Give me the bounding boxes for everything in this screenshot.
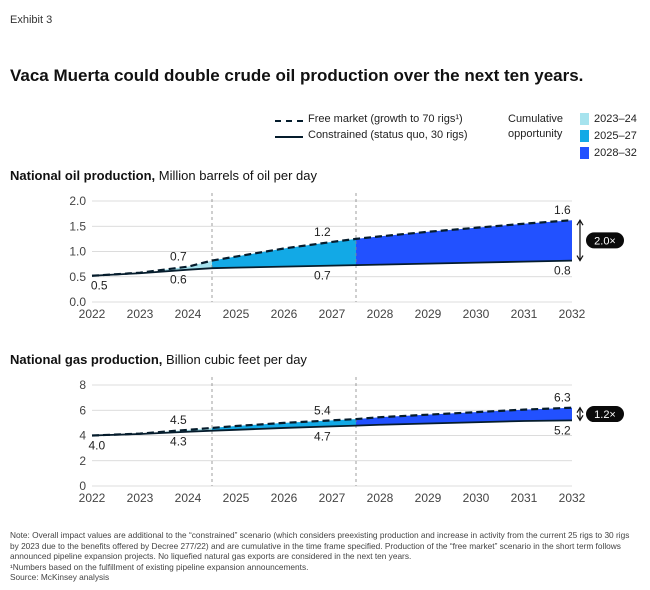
x-tick-label: 2025	[223, 491, 250, 505]
exhibit-label: Exhibit 3	[10, 14, 53, 26]
y-tick-label: 2.0	[69, 194, 86, 208]
area-2025-27	[212, 238, 356, 269]
data-label: 4.7	[314, 429, 331, 443]
multiplier-label: 2.0×	[594, 235, 616, 247]
legend-swatch-2025-27	[580, 130, 589, 142]
legend-period-2028-32: 2028–32	[594, 147, 637, 159]
x-tick-label: 2030	[463, 491, 490, 505]
x-tick-label: 2032	[559, 307, 586, 321]
y-tick-label: 2	[79, 454, 86, 468]
data-label: 4.3	[170, 435, 187, 449]
data-label: 5.2	[554, 423, 571, 437]
legend-free-market: Free market (growth to 70 rigs¹)	[308, 113, 463, 125]
y-tick-label: 1.5	[69, 219, 86, 233]
x-tick-label: 2030	[463, 307, 490, 321]
x-tick-label: 2031	[511, 491, 538, 505]
x-tick-label: 2031	[511, 307, 538, 321]
y-tick-label: 0	[79, 479, 86, 493]
gas-chart-title-bold: National gas production,	[10, 352, 163, 367]
multiplier-label: 1.2×	[594, 409, 616, 421]
data-label: 0.7	[314, 269, 331, 283]
multiplier-arrowhead-top	[576, 406, 584, 414]
constrained-line	[91, 259, 573, 277]
area-2028-32	[356, 407, 572, 426]
legend-solid-line	[275, 136, 303, 138]
data-label: 5.4	[314, 403, 331, 417]
gas-chart-title: National gas production, Billion cubic f…	[10, 352, 307, 367]
multiplier-arrowhead-bottom	[576, 415, 584, 422]
x-tick-label: 2025	[223, 307, 250, 321]
legend-swatch-2028-32	[580, 147, 589, 159]
y-tick-label: 0.5	[69, 270, 86, 284]
x-tick-label: 2022	[79, 307, 106, 321]
legend-swatch-2023-24	[580, 113, 589, 125]
x-tick-label: 2023	[127, 307, 154, 321]
x-tick-label: 2028	[367, 307, 394, 321]
x-tick-label: 2032	[559, 491, 586, 505]
x-tick-label: 2029	[415, 491, 442, 505]
y-tick-label: 8	[79, 378, 86, 392]
x-tick-label: 2029	[415, 307, 442, 321]
footnote-1: ¹Numbers based on the fulfillment of exi…	[10, 561, 309, 572]
data-label: 6.3	[554, 391, 571, 405]
footnotes: Note: Overall impact values are addition…	[10, 530, 640, 583]
area-2025-27	[212, 419, 356, 431]
data-label: 1.6	[554, 203, 571, 217]
y-tick-label: 6	[79, 403, 86, 417]
legend-period-2025-27: 2025–27	[594, 130, 637, 142]
data-label: 0.6	[170, 273, 187, 287]
x-tick-label: 2027	[319, 491, 346, 505]
data-label: 0.8	[554, 264, 571, 278]
free-market-line	[91, 219, 573, 277]
y-tick-label: 0.0	[69, 295, 86, 309]
oil-production-chart: 0.0 0.5 1.0 1.5 2.0 2022 2023 2024 2025 2026 2027 2…	[69, 193, 624, 321]
data-label: 4.5	[170, 413, 187, 427]
x-tick-label: 2027	[319, 307, 346, 321]
legend-constrained: Constrained (status quo, 30 rigs)	[308, 129, 468, 141]
constrained-line	[91, 419, 573, 437]
legend-cumulative-line2: opportunity	[508, 128, 563, 140]
area-2028-32	[356, 220, 572, 266]
x-tick-label: 2024	[175, 491, 202, 505]
oil-chart-title-rest: Million barrels of oil per day	[155, 168, 318, 183]
x-tick-label: 2023	[127, 491, 154, 505]
chart-title: Vaca Muerta could double crude oil produ…	[10, 66, 584, 85]
data-label: 4.0	[88, 439, 105, 453]
x-tick-label: 2026	[271, 491, 298, 505]
gas-production-chart: 0 2 4 6 8 2022 2023 2024 2025 2026 2027 2028 2029 203…	[79, 377, 624, 505]
source-text: Source: McKinsey analysis	[10, 572, 110, 582]
oil-chart-title-bold: National oil production,	[10, 168, 156, 183]
data-label: 0.5	[91, 279, 108, 293]
data-label: 0.7	[170, 250, 187, 264]
legend-cumulative-line1: Cumulative	[508, 113, 564, 125]
note-text: Note: Overall impact values are addition…	[10, 530, 630, 561]
data-label: 1.2	[314, 225, 331, 239]
y-tick-label: 4	[79, 429, 86, 443]
oil-chart-title: National oil production, Million barrels…	[10, 168, 317, 183]
y-tick-label: 1.0	[69, 245, 86, 259]
legend-period-2023-24: 2023–24	[594, 113, 637, 125]
multiplier-arrowhead-bottom	[576, 255, 584, 262]
gas-chart-title-rest: Billion cubic feet per day	[162, 352, 307, 367]
x-tick-label: 2024	[175, 307, 202, 321]
multiplier-pill	[586, 406, 624, 423]
x-tick-label: 2028	[367, 491, 394, 505]
legend-dashed-line	[275, 120, 303, 122]
multiplier-arrowhead-top	[576, 219, 584, 226]
multiplier-pill	[586, 232, 624, 249]
x-tick-label: 2022	[79, 491, 106, 505]
x-tick-label: 2026	[271, 307, 298, 321]
